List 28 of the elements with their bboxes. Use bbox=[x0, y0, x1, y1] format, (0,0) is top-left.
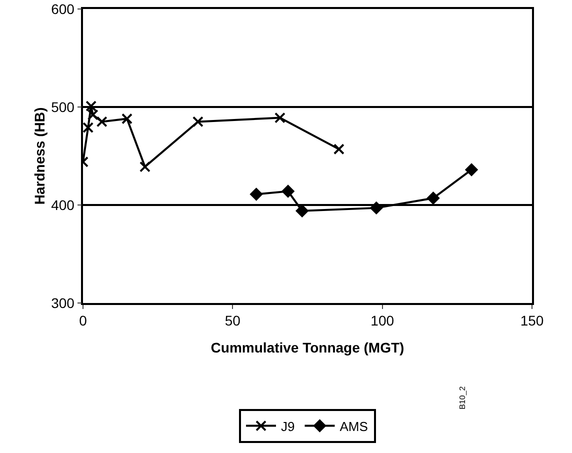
point bbox=[192, 116, 204, 128]
x-tick-label: 50 bbox=[224, 312, 241, 329]
point bbox=[87, 109, 98, 120]
legend-label: J9 bbox=[281, 418, 295, 434]
point bbox=[282, 185, 294, 198]
point bbox=[139, 161, 150, 172]
point bbox=[250, 188, 263, 200]
text: B10_2 bbox=[458, 386, 467, 410]
legend-label: AMS bbox=[340, 418, 368, 434]
x-tick-label: 150 bbox=[520, 312, 544, 329]
x-tick-label: 100 bbox=[370, 312, 394, 329]
point bbox=[465, 164, 478, 176]
point bbox=[86, 100, 97, 112]
point bbox=[83, 122, 94, 134]
point bbox=[296, 204, 308, 218]
y-tick-label: 600 bbox=[51, 0, 75, 17]
point bbox=[333, 144, 344, 155]
point bbox=[122, 113, 132, 124]
y-tick-label: 400 bbox=[51, 196, 75, 213]
point bbox=[427, 192, 440, 204]
point bbox=[96, 116, 108, 128]
y-axis-title: Hardness (HB) bbox=[32, 107, 48, 205]
point bbox=[370, 202, 383, 214]
x-tick-label: 0 bbox=[79, 312, 88, 329]
y-tick-label: 300 bbox=[51, 294, 75, 311]
y-tick-label: 500 bbox=[51, 98, 75, 115]
x-axis-title: Cummulative Tonnage (MGT) bbox=[210, 339, 404, 356]
point bbox=[274, 112, 286, 124]
